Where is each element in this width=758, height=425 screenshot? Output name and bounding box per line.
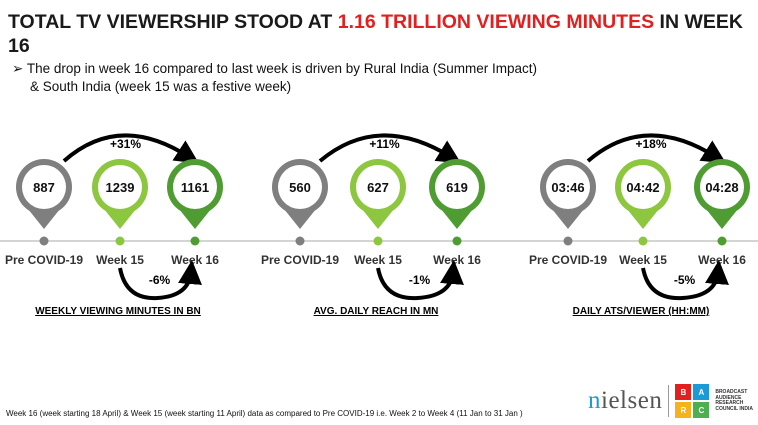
period-label: Week 15	[96, 253, 144, 267]
pin-marker: 560	[272, 159, 328, 229]
timeline-dot	[638, 236, 648, 246]
value-label: 1161	[181, 180, 209, 195]
top-change-label: +31%	[110, 137, 141, 151]
timeline-dot	[295, 236, 305, 246]
value-label: 560	[289, 180, 311, 195]
increase-arrow	[62, 133, 200, 164]
panel-2: +11% 560 Pre COVID-19 627 Week 15 619 Week 16-…	[261, 133, 485, 317]
nielsen-logo: nielsen	[588, 387, 663, 414]
timeline-dot	[563, 236, 573, 246]
panel-1: +31% 887 Pre COVID-19 1239 Week 15 1161 Week 1…	[5, 133, 223, 317]
pin-marker: 1161	[167, 159, 223, 229]
decrease-arrow	[118, 260, 202, 301]
pin-marker: 03:46	[540, 159, 596, 229]
footnote: Week 16 (week starting 18 April) & Week …	[6, 409, 523, 418]
title-suffix: IN WEEK 16	[8, 11, 743, 57]
panel-caption: AVG. DAILY REACH IN MN	[314, 306, 439, 317]
pin-marker: 619	[429, 159, 485, 229]
panel-caption: WEEKLY VIEWING MINUTES IN BN	[35, 306, 201, 317]
period-label: Week 16	[171, 253, 219, 267]
period-label: Pre COVID-19	[529, 253, 607, 267]
increase-arrow	[586, 133, 727, 164]
pin-marker: 04:42	[615, 159, 671, 229]
value-label: 619	[446, 180, 468, 195]
increase-arrow	[318, 133, 462, 164]
timeline-dot	[717, 236, 727, 246]
bullet-line-2: & South India (week 15 was a festive wee…	[30, 79, 292, 94]
value-label: 627	[367, 180, 389, 195]
arrow-bullet-icon: ➢	[12, 61, 27, 76]
pin-marker: 887	[16, 159, 72, 229]
timeline-dot	[190, 236, 200, 246]
page-title: TOTAL TV VIEWERSHIP STOOD AT 1.16 TRILLI…	[8, 10, 748, 58]
bullet-point: ➢ The drop in week 16 compared to last w…	[12, 60, 537, 96]
pin-marker: 1239	[92, 159, 148, 229]
pin-marker: 04:28	[694, 159, 750, 229]
bottom-change-label: -1%	[409, 273, 431, 287]
value-label: 04:28	[705, 180, 738, 195]
value-label: 1239	[106, 180, 135, 195]
timeline-dot	[39, 236, 49, 246]
timeline-dot	[452, 236, 462, 246]
value-label: 887	[33, 180, 55, 195]
title-prefix: TOTAL TV VIEWERSHIP STOOD AT	[8, 11, 338, 33]
bullet-line-1: The drop in week 16 compared to last wee…	[26, 61, 538, 76]
pin-marker: 627	[350, 159, 406, 229]
period-label: Pre COVID-19	[261, 253, 339, 267]
timeline-dot	[373, 236, 383, 246]
bottom-change-label: -5%	[674, 273, 696, 287]
timeline-dot	[115, 236, 125, 246]
period-label: Week 15	[619, 253, 667, 267]
top-change-label: +11%	[369, 137, 400, 151]
title-highlight: 1.16 TRILLION VIEWING MINUTES	[337, 11, 655, 33]
period-label: Pre COVID-19	[5, 253, 83, 267]
decrease-arrow	[641, 260, 729, 301]
decrease-arrow	[376, 260, 464, 301]
value-label: 03:46	[551, 180, 584, 195]
period-label: Week 15	[354, 253, 402, 267]
period-label: Week 16	[698, 253, 746, 267]
bottom-change-label: -6%	[149, 273, 171, 287]
period-label: Week 16	[433, 253, 481, 267]
top-change-label: +18%	[635, 137, 666, 151]
panel-3: +18% 03:46 Pre COVID-19 04:42 Week 15 04:28 We…	[529, 133, 750, 317]
value-label: 04:42	[626, 180, 659, 195]
panel-caption: DAILY ATS/VIEWER (HH:MM)	[573, 306, 710, 317]
